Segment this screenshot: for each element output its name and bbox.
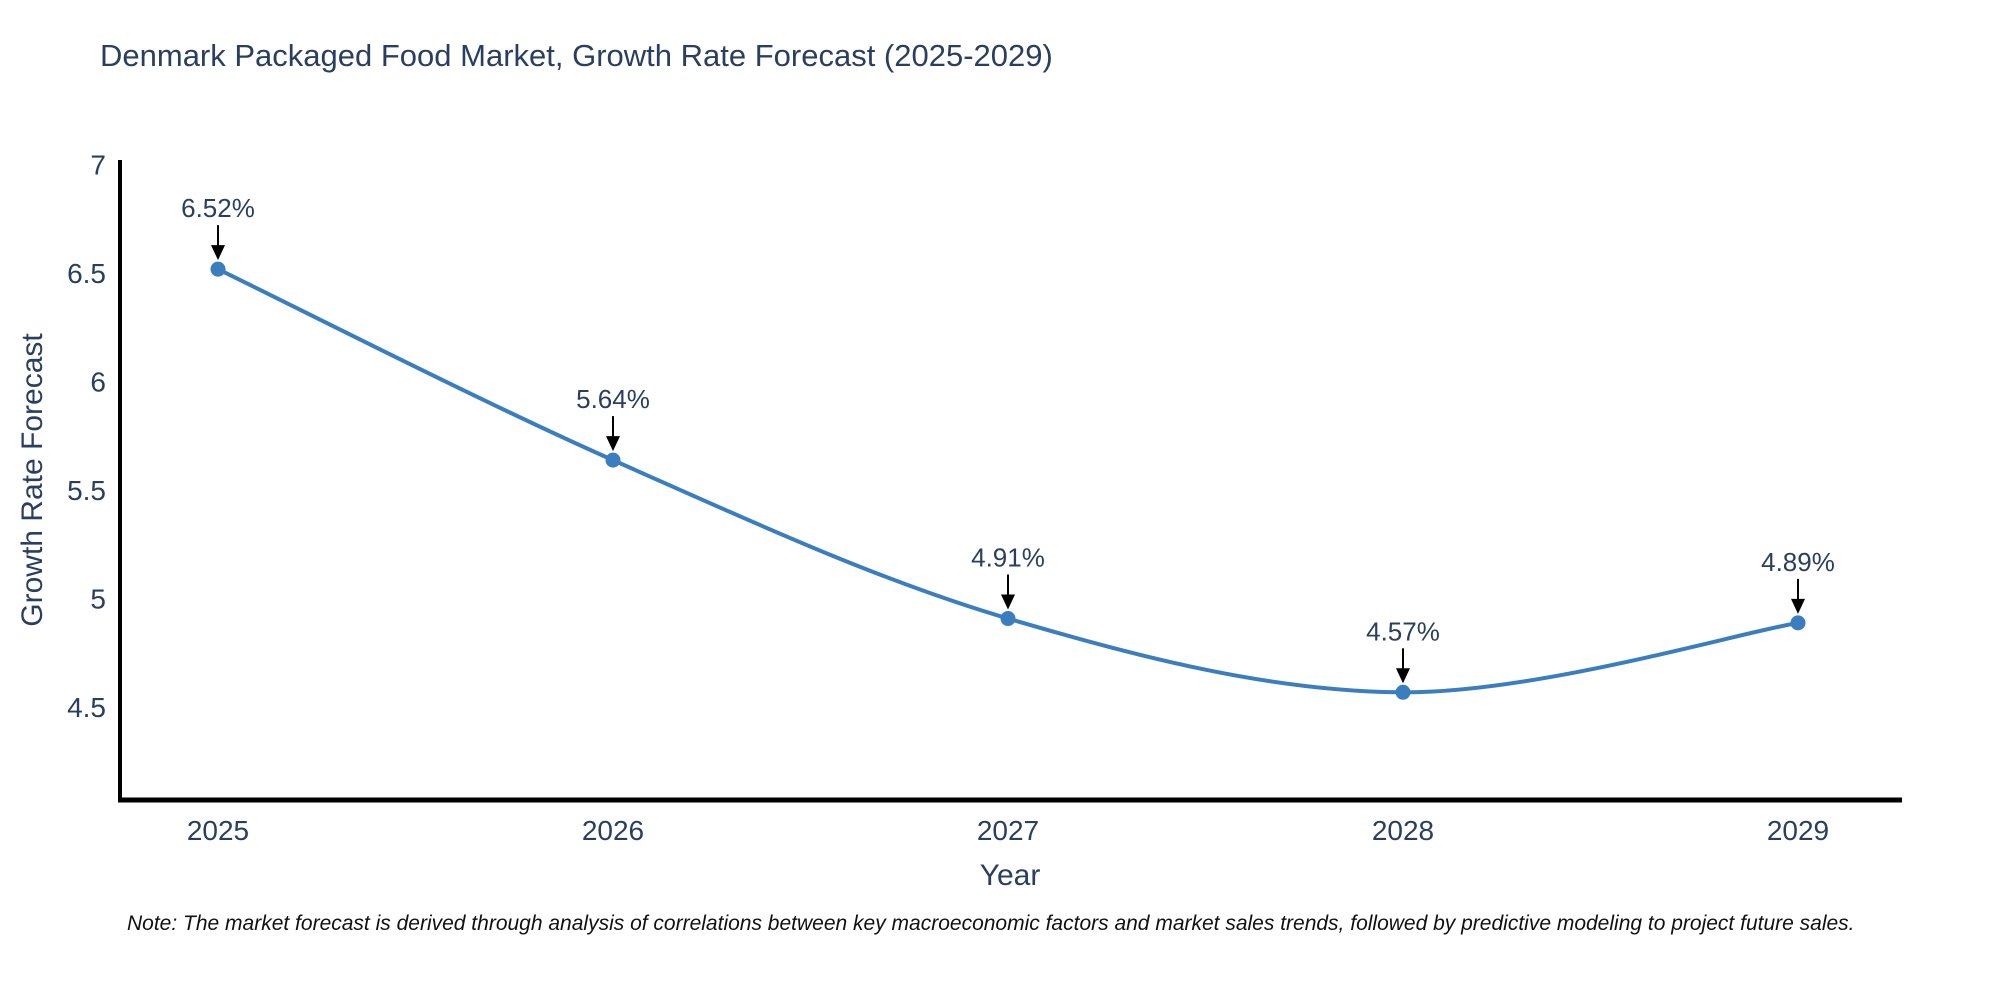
annotation-label: 4.91% [971,543,1045,573]
y-tick-label: 5.5 [67,475,106,506]
data-point-marker [605,452,621,468]
data-point-marker [1000,611,1016,627]
y-tick-label: 6 [90,367,106,398]
x-axis-title: Year [979,859,1041,892]
footnote: Note: The market forecast is derived thr… [127,912,1855,935]
y-axis-title: Growth Rate Forecast [16,333,49,627]
x-tick-label: 2028 [1372,815,1434,846]
annotation-arrowhead [211,245,225,261]
data-point-marker [210,261,226,277]
x-tick-label: 2026 [582,815,644,846]
y-tick-label: 7 [90,150,106,181]
x-tick-label: 2027 [977,815,1039,846]
annotation-label: 4.57% [1366,616,1440,646]
x-tick-label: 2025 [187,815,249,846]
data-point-marker [1395,684,1411,700]
annotation-arrowhead [1001,594,1015,610]
annotation-label: 4.89% [1761,547,1835,577]
annotation-arrowhead [1791,598,1805,614]
y-tick-label: 4.5 [67,692,106,723]
y-tick-label: 5 [90,584,106,615]
chart-title: Denmark Packaged Food Market, Growth Rat… [100,38,1053,73]
annotation-label: 6.52% [181,193,255,223]
trend-line [217,267,1799,695]
y-tick-label: 6.5 [67,258,106,289]
annotation-arrowhead [1396,668,1410,684]
data-point-marker [1790,615,1806,631]
x-tick-label: 2029 [1767,815,1829,846]
annotation-label: 5.64% [576,384,650,414]
annotation-arrowhead [606,436,620,452]
